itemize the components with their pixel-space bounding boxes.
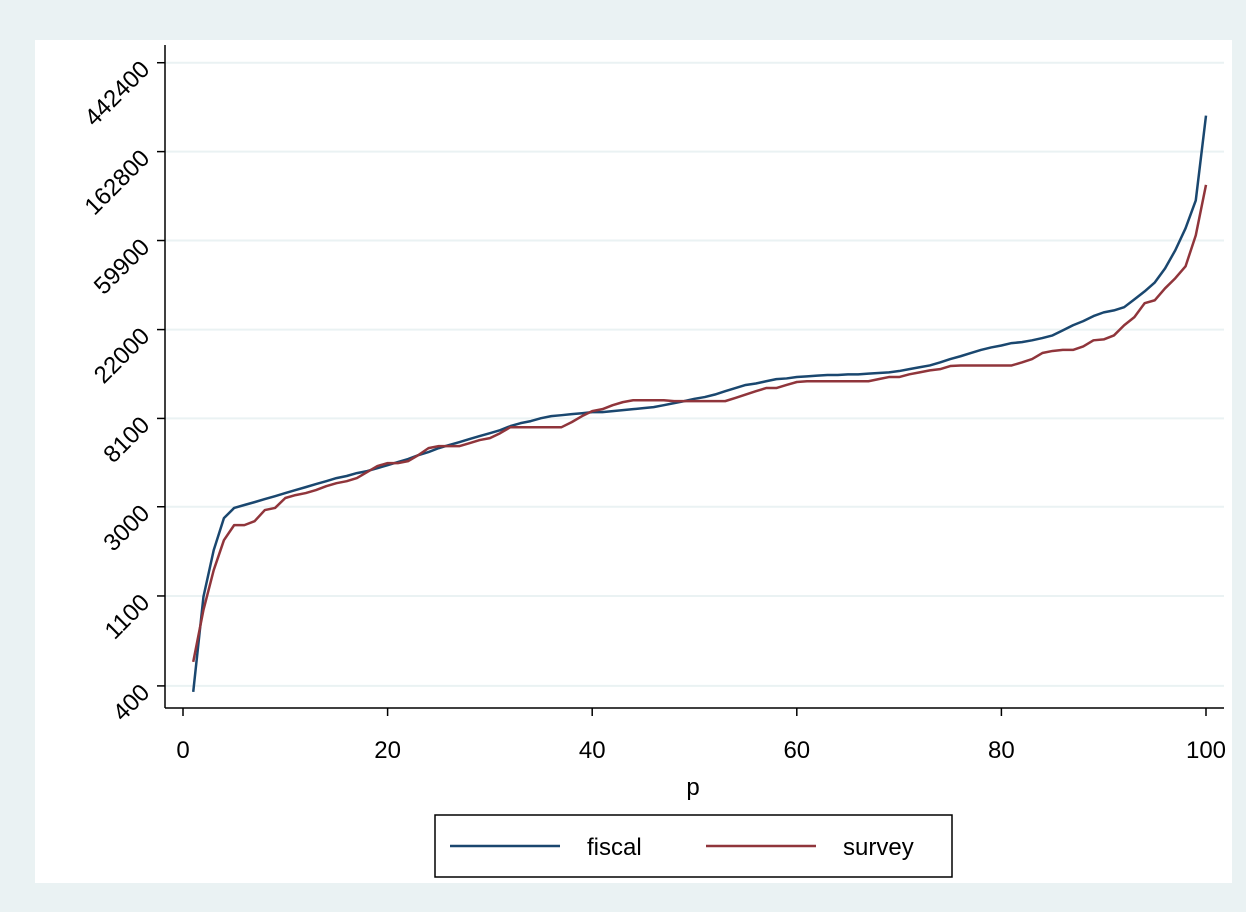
- x-axis-title: p: [686, 774, 699, 801]
- series-line: [192, 184, 1208, 663]
- x-tick-label: 100: [1186, 737, 1226, 764]
- legend-label: fiscal: [587, 834, 642, 861]
- series-line: [191, 115, 1208, 693]
- legend-label: survey: [843, 834, 914, 861]
- x-tick-label: 40: [579, 737, 606, 764]
- graph-region: [35, 40, 1232, 883]
- x-tick-label: 0: [176, 737, 189, 764]
- x-tick-label: 20: [374, 737, 401, 764]
- x-tick-label: 80: [988, 737, 1015, 764]
- x-tick-label: 60: [783, 737, 810, 764]
